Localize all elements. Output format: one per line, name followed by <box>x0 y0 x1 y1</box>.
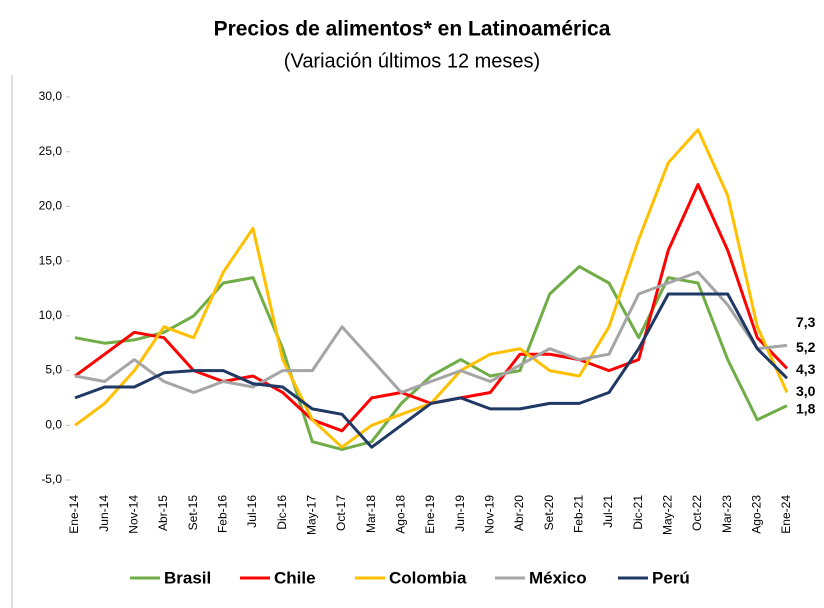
x-tick-label: Set-20 <box>542 495 556 531</box>
y-tick-label: -5,0 <box>41 472 62 486</box>
x-tick-label: Ene-24 <box>779 495 793 534</box>
x-tick-label: Nov-14 <box>127 495 141 534</box>
chart-title: Precios de alimentos* en Latinoamérica <box>214 18 611 41</box>
y-tick-label: 10,0 <box>39 308 63 322</box>
series-line <box>74 270 788 394</box>
x-tick-label: Jul-21 <box>601 495 615 528</box>
x-tick-label: Ene-14 <box>67 495 81 534</box>
x-tick-label: Ene-19 <box>423 495 437 534</box>
end-value-label: 3,0 <box>796 383 816 399</box>
x-tick-label: May-22 <box>661 495 675 535</box>
x-tick-label: May-17 <box>305 495 319 535</box>
y-tick-label: 0,0 <box>45 417 62 431</box>
x-tick-label: Nov-19 <box>483 495 497 534</box>
end-value-label: 1,8 <box>796 400 816 416</box>
legend-label: Chile <box>274 568 316 587</box>
x-tick-label: Dic-21 <box>631 495 645 530</box>
y-tick-label: 25,0 <box>39 144 63 158</box>
series-line <box>74 265 788 451</box>
legend-label: Brasil <box>164 568 211 587</box>
legend-label: Perú <box>652 568 690 587</box>
x-tick-label: Jun-14 <box>97 495 111 532</box>
x-tick-label: Abr-15 <box>156 495 170 531</box>
x-tick-label: Abr-20 <box>512 495 526 531</box>
x-tick-label: Mar-18 <box>364 495 378 533</box>
x-tick-label: Feb-16 <box>216 495 230 533</box>
end-value-label: 5,2 <box>796 339 816 355</box>
y-tick-label: 20,0 <box>39 199 63 213</box>
x-tick-label: Set-15 <box>186 495 200 531</box>
y-tick-label: 30,0 <box>39 89 63 103</box>
legend-label: México <box>529 568 587 587</box>
series-line <box>74 292 789 449</box>
end-value-label: 4,3 <box>796 361 816 377</box>
x-tick-label: Feb-21 <box>572 495 586 533</box>
y-tick-label: 5,0 <box>45 363 62 377</box>
x-tick-label: Oct-22 <box>690 495 704 531</box>
series-line <box>74 183 789 433</box>
y-tick-label: 15,0 <box>39 253 63 267</box>
x-tick-label: Jul-16 <box>245 495 259 528</box>
chart-subtitle: (Variación últimos 12 meses) <box>284 50 540 72</box>
x-tick-label: Mar-23 <box>720 495 734 533</box>
x-tick-label: Ago-18 <box>394 495 408 534</box>
x-tick-label: Ago-23 <box>750 495 764 534</box>
series-line <box>74 128 789 449</box>
x-tick-label: Jun-19 <box>453 495 467 532</box>
x-tick-label: Oct-17 <box>334 495 348 531</box>
legend-label: Colombia <box>389 568 467 587</box>
x-tick-label: Dic-16 <box>275 495 289 530</box>
end-value-label: 7,3 <box>796 314 816 330</box>
